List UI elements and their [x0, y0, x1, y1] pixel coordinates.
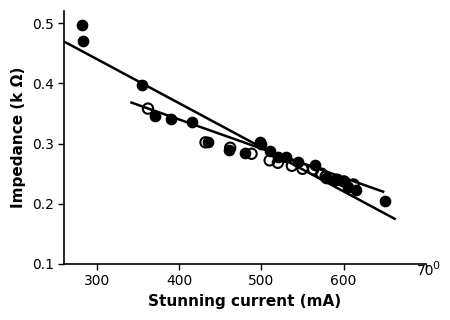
Text: 0: 0: [432, 261, 439, 271]
Point: [340, 179, 347, 184]
Point: [299, 166, 306, 172]
Point: [311, 162, 319, 167]
Point: [283, 154, 290, 159]
Point: [139, 83, 146, 88]
Point: [333, 177, 341, 182]
Point: [332, 177, 339, 182]
Point: [266, 149, 273, 154]
Point: [202, 140, 209, 145]
Point: [274, 154, 281, 159]
Point: [188, 120, 195, 125]
Y-axis label: Impedance (k Ω): Impedance (k Ω): [11, 67, 26, 208]
Point: [225, 147, 232, 152]
Point: [204, 140, 212, 145]
Point: [167, 117, 175, 122]
Point: [381, 198, 388, 203]
Point: [352, 187, 360, 192]
Point: [322, 176, 329, 181]
Point: [144, 106, 152, 111]
Point: [241, 150, 248, 155]
Point: [350, 182, 357, 187]
Point: [288, 163, 296, 168]
Point: [318, 171, 325, 176]
Point: [258, 141, 265, 146]
Point: [151, 114, 158, 119]
Point: [256, 140, 263, 145]
Point: [248, 151, 255, 156]
Point: [322, 174, 329, 179]
Point: [340, 179, 347, 184]
X-axis label: Stunning current (mA): Stunning current (mA): [148, 294, 342, 309]
Point: [266, 158, 273, 163]
Point: [344, 184, 351, 189]
Point: [79, 39, 86, 44]
Point: [310, 167, 317, 172]
Point: [79, 22, 86, 28]
Point: [227, 145, 234, 150]
Point: [274, 160, 281, 165]
Point: [295, 159, 302, 164]
Text: 70: 70: [417, 264, 435, 278]
